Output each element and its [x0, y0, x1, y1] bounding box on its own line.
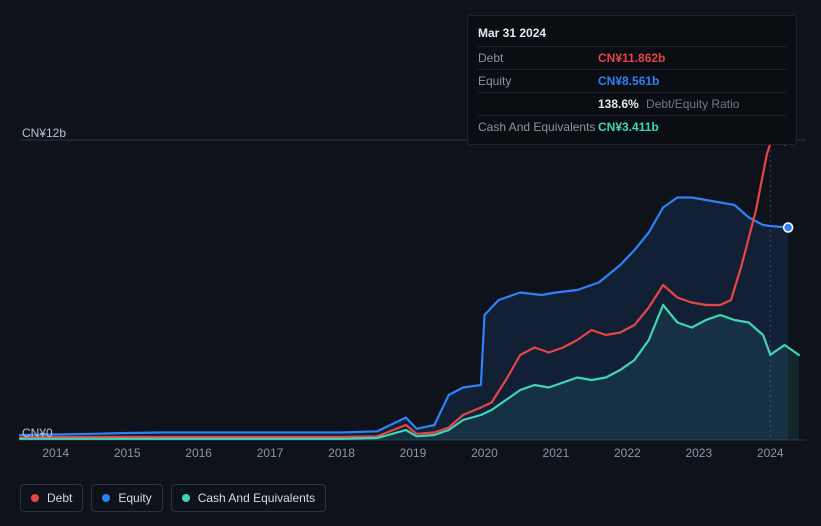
legend-label: Debt	[47, 491, 72, 505]
legend-item[interactable]: Debt	[20, 484, 83, 512]
series-end-marker	[784, 223, 793, 232]
tooltip-row-value: CN¥11.862b	[598, 51, 665, 65]
tooltip-row-value: 138.6% Debt/Equity Ratio	[598, 97, 739, 111]
legend-item[interactable]: Equity	[91, 484, 162, 512]
legend-label: Cash And Equivalents	[198, 491, 315, 505]
x-tick-label: 2022	[614, 446, 641, 460]
y-tick-label: CN¥0	[22, 426, 82, 440]
legend-dot-icon	[31, 494, 39, 502]
x-tick-label: 2024	[757, 446, 784, 460]
tooltip-row-label: Equity	[478, 74, 598, 88]
chart-legend: Debt Equity Cash And Equivalents	[20, 484, 326, 512]
y-tick-label: CN¥12b	[22, 126, 82, 140]
x-tick-label: 2014	[42, 446, 69, 460]
x-tick-label: 2023	[685, 446, 712, 460]
x-tick-label: 2016	[185, 446, 212, 460]
tooltip-row-label	[478, 97, 598, 111]
x-tick-label: 2021	[543, 446, 570, 460]
x-tick-label: 2015	[114, 446, 141, 460]
legend-label: Equity	[118, 491, 151, 505]
tooltip-row-value: CN¥3.411b	[598, 120, 659, 134]
tooltip-row: DebtCN¥11.862b	[478, 46, 786, 69]
tooltip-row: Cash And EquivalentsCN¥3.411b	[478, 115, 786, 138]
tooltip-row-label: Cash And Equivalents	[478, 120, 598, 134]
x-tick-label: 2018	[328, 446, 355, 460]
legend-dot-icon	[182, 494, 190, 502]
legend-dot-icon	[102, 494, 110, 502]
tooltip-row-value: CN¥8.561b	[598, 74, 659, 88]
tooltip-row: 138.6% Debt/Equity Ratio	[478, 92, 786, 115]
tooltip-row: EquityCN¥8.561b	[478, 69, 786, 92]
tooltip-title: Mar 31 2024	[478, 22, 786, 46]
tooltip-row-suffix: Debt/Equity Ratio	[643, 97, 740, 111]
x-tick-label: 2019	[400, 446, 427, 460]
tooltip-row-label: Debt	[478, 51, 598, 65]
chart-tooltip: Mar 31 2024 DebtCN¥11.862bEquityCN¥8.561…	[467, 15, 797, 145]
legend-item[interactable]: Cash And Equivalents	[171, 484, 326, 512]
x-tick-label: 2020	[471, 446, 498, 460]
x-tick-label: 2017	[257, 446, 284, 460]
